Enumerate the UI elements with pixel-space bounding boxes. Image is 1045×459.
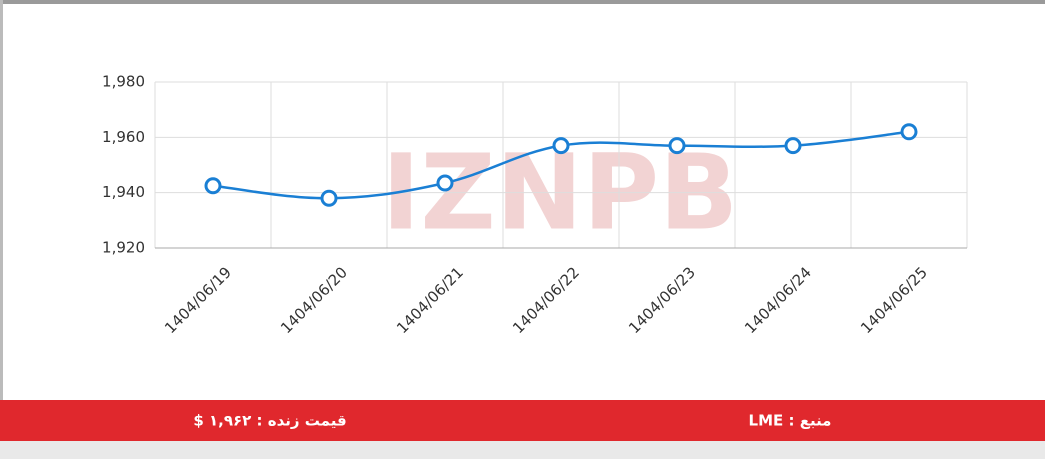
point (436, 174, 454, 192)
footer-bar (0, 400, 1045, 441)
y-tick-label: 1,940 (102, 183, 145, 201)
x-tick-label: 1404/06/24 (741, 263, 815, 337)
point (784, 137, 802, 155)
x-tick-label: 1404/06/19 (161, 263, 235, 337)
point (320, 189, 338, 207)
point (204, 177, 222, 195)
source: منبع : LME (749, 412, 832, 430)
left-border (0, 0, 3, 459)
y-tick-label: 1,920 (102, 239, 145, 257)
x-tick-label: 1404/06/25 (857, 263, 931, 337)
x-tick-label: 1404/06/23 (625, 263, 699, 337)
point (552, 137, 570, 155)
x-tick-label: 1404/06/20 (277, 263, 351, 337)
y-tick-label: 1,980 (102, 73, 145, 91)
footer-strip (0, 441, 1045, 459)
y-tick-label: 1,960 (102, 128, 145, 146)
x-tick-label: 1404/06/21 (393, 263, 467, 337)
live-price: قیمت زنده : ۱,۹۶۲ $ (193, 412, 346, 430)
point (900, 123, 918, 141)
point (668, 137, 686, 155)
x-tick-label: 1404/06/22 (509, 263, 583, 337)
top-border (0, 0, 1045, 4)
